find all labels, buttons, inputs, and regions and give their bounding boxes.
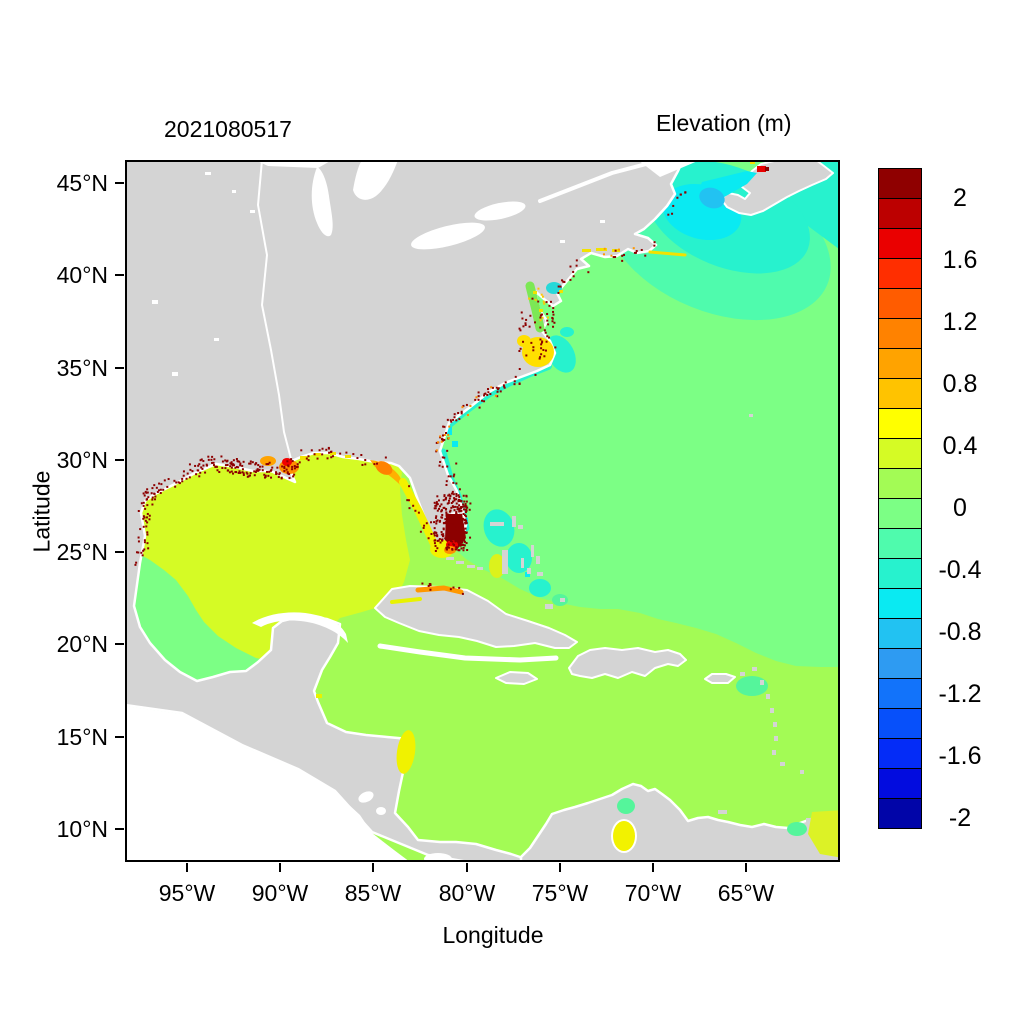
y-axis-label: Latitude: [28, 470, 55, 553]
colorbar-tick-label: 0: [953, 494, 967, 522]
colorbar-cell: [878, 769, 922, 799]
colorbar-tick-label: -0.4: [938, 556, 982, 584]
colorbar-cell: [878, 289, 922, 319]
colorbar-cell: [878, 379, 922, 409]
colorbar-tick-label: 2: [953, 184, 967, 212]
colorbar-cell: [878, 529, 922, 559]
x-tick-mark: [559, 863, 561, 872]
y-tick-label: 20°N: [56, 631, 108, 657]
colorbar-cell: [878, 259, 922, 289]
colorbar-tick-label: 1.6: [942, 246, 978, 274]
colorbar-cell: [878, 409, 922, 439]
plot-frame: [125, 160, 840, 862]
x-tick-label: 75°W: [531, 880, 589, 906]
colorbar-cell: [878, 799, 922, 829]
x-tick-label: 90°W: [251, 880, 309, 906]
colorbar-tick-label: -2: [948, 804, 972, 832]
y-tick-mark: [115, 828, 124, 830]
colorbar-tick-label: 0.8: [942, 370, 978, 398]
elevation-map: [125, 160, 840, 862]
y-tick-mark: [115, 551, 124, 553]
map-plot-area: [125, 160, 840, 862]
y-tick-mark: [115, 367, 124, 369]
colorbar-tick-label: 0.4: [942, 432, 978, 460]
colorbar-tick-label: -1.6: [938, 742, 982, 770]
colorbar-cell: [878, 679, 922, 709]
colorbar-cell: [878, 739, 922, 769]
colorbar-tick-label: -1.2: [938, 680, 982, 708]
colorbar-cell: [878, 168, 922, 199]
x-tick-mark: [372, 863, 374, 872]
x-tick-label: 85°W: [344, 880, 402, 906]
y-tick-mark: [115, 643, 124, 645]
colorbar: [878, 168, 922, 829]
x-tick-label: 95°W: [158, 880, 216, 906]
y-tick-mark: [115, 274, 124, 276]
colorbar-cell: [878, 469, 922, 499]
colorbar-tick-label: 1.2: [942, 308, 978, 336]
colorbar-cell: [878, 439, 922, 469]
x-tick-mark: [279, 863, 281, 872]
colorbar-cell: [878, 499, 922, 529]
y-tick-mark: [115, 182, 124, 184]
x-tick-label: 70°W: [624, 880, 682, 906]
timestamp-title: 2021080517: [164, 116, 292, 142]
colorbar-cell: [878, 229, 922, 259]
y-tick-label: 45°N: [56, 170, 108, 196]
colorbar-cell: [878, 349, 922, 379]
x-tick-mark: [186, 863, 188, 872]
colorbar-title: Elevation (m): [656, 110, 792, 136]
x-axis-label: Longitude: [442, 922, 544, 948]
colorbar-cell: [878, 199, 922, 229]
x-tick-mark: [652, 863, 654, 872]
colorbar-tick-label: -0.8: [938, 618, 982, 646]
y-tick-mark: [115, 459, 124, 461]
y-tick-mark: [115, 736, 124, 738]
colorbar-cell: [878, 589, 922, 619]
colorbar-cell: [878, 559, 922, 589]
colorbar-cell: [878, 619, 922, 649]
x-tick-mark: [745, 863, 747, 872]
y-tick-label: 25°N: [56, 539, 108, 565]
y-tick-label: 30°N: [56, 447, 108, 473]
y-tick-label: 10°N: [56, 816, 108, 842]
y-tick-label: 15°N: [56, 724, 108, 750]
colorbar-cell: [878, 709, 922, 739]
y-tick-label: 35°N: [56, 355, 108, 381]
x-tick-label: 80°W: [438, 880, 496, 906]
x-tick-label: 65°W: [717, 880, 775, 906]
y-tick-label: 40°N: [56, 262, 108, 288]
colorbar-cell: [878, 649, 922, 679]
x-tick-mark: [466, 863, 468, 872]
colorbar-cell: [878, 319, 922, 349]
